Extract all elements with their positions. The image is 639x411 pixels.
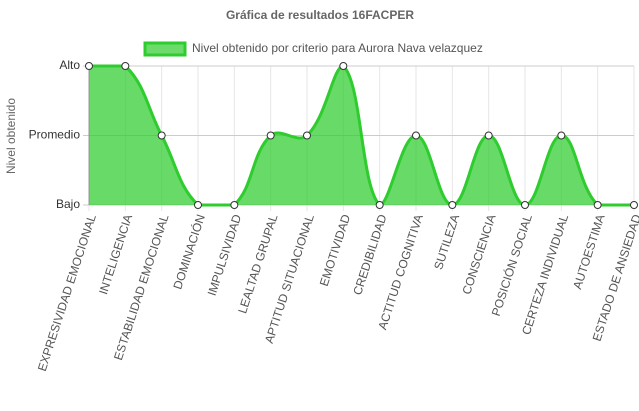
point bbox=[230, 201, 239, 209]
x-tick-label: LEALTAD GRUPAL bbox=[235, 212, 280, 315]
x-tick-label: SUTILEZA bbox=[431, 213, 462, 272]
x-tick-label: CONSCIENCIA bbox=[459, 213, 498, 297]
point bbox=[484, 131, 493, 140]
point bbox=[630, 201, 638, 209]
y-axis-label: Nivel obtenido bbox=[4, 98, 18, 174]
point bbox=[121, 62, 130, 70]
point bbox=[303, 131, 311, 140]
x-tick-label: AUTOESTIMA bbox=[570, 213, 607, 291]
legend-label: Nivel obtenido por criterio para Aurora … bbox=[192, 41, 483, 55]
point bbox=[266, 131, 275, 140]
x-tick-label: EMOTIVIDAD bbox=[317, 212, 353, 288]
point bbox=[194, 201, 202, 209]
y-tick-label: Alto bbox=[59, 58, 80, 72]
legend-swatch bbox=[143, 41, 187, 57]
point bbox=[375, 201, 384, 209]
point bbox=[557, 131, 566, 140]
point bbox=[448, 201, 457, 209]
point bbox=[85, 62, 93, 70]
x-tick-label: IMPULSIVIDAD bbox=[205, 212, 245, 297]
x-tick-label: DOMINACIÓN bbox=[170, 212, 208, 291]
chart-title: Gráfica de resultados 16FACPER bbox=[226, 8, 414, 22]
y-tick-label: Promedio bbox=[29, 128, 81, 142]
x-tick-label: INTELIGENCIA bbox=[96, 213, 135, 297]
point bbox=[521, 201, 529, 209]
y-tick-label: Bajo bbox=[56, 197, 80, 211]
line bbox=[89, 64, 634, 207]
point bbox=[157, 131, 166, 140]
point bbox=[339, 62, 348, 70]
point bbox=[412, 131, 420, 140]
x-tick-label: EXPRESIVIDAD EMOCIONAL bbox=[35, 212, 99, 373]
point bbox=[593, 201, 602, 209]
x-tick-label: CREDIBILIDAD bbox=[350, 212, 389, 297]
